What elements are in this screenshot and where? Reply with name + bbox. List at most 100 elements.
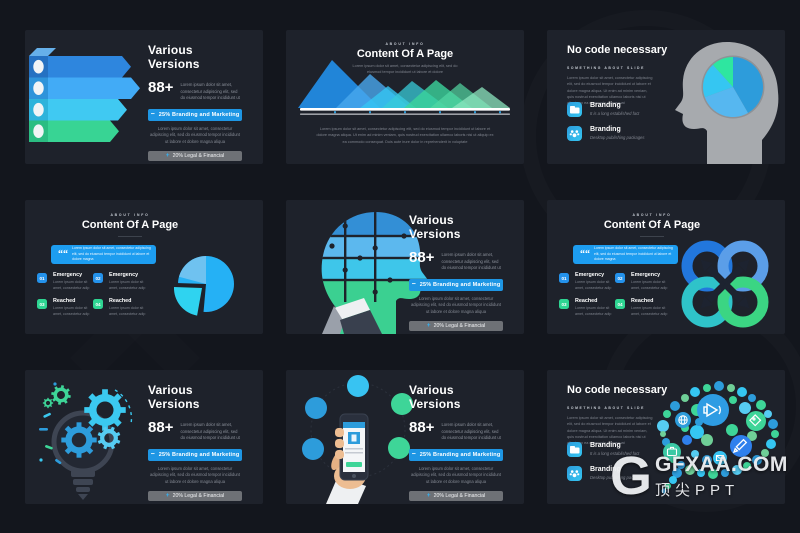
feature-item: Branding It is a long established fact <box>567 442 639 457</box>
info-cell: 03 Reached Lorem ipsum dolor sit amet, c… <box>559 298 615 317</box>
cell-label: Emergency <box>575 272 605 278</box>
feature-item: Branding Desktop publishing packages <box>567 466 644 481</box>
feature-label: Branding <box>590 442 621 449</box>
info-cell: 02 Emergency Lorem ipsum dolor sit amet,… <box>93 272 149 291</box>
slide-title: Various Versions <box>148 383 200 411</box>
info-cell: 03 Reached Lorem ipsum dolor sit amet, c… <box>37 298 93 317</box>
cell-description: Lorem ipsum dolor sit amet, consectetur … <box>53 280 90 290</box>
feature-item: Branding It is a long established fact <box>567 102 639 117</box>
highlight-label: 25% Branding and Marketing <box>158 451 240 458</box>
feature-description: It is a long established fact <box>590 451 640 456</box>
cell-label: Emergency <box>53 272 83 278</box>
title-divider <box>640 236 664 237</box>
number-badge: 03 <box>37 299 47 309</box>
cell-label: Reached <box>631 298 654 304</box>
cell-description: Lorem ipsum dolor sit amet, consectetur … <box>631 306 668 316</box>
list-item-label: 20% Legal & Financial <box>172 152 225 159</box>
folder-icon <box>567 442 582 457</box>
folder-icon <box>567 102 582 117</box>
watermark-chinese-text: 顶尖PPT <box>655 482 740 499</box>
slide-title: Various Versions <box>409 213 461 241</box>
watermark: G GFXAA.COM 顶尖PPT <box>610 445 788 506</box>
cell-description: Lorem ipsum dolor sit amet, consectetur … <box>53 306 90 316</box>
slide-kicker: ABOUT INFO <box>110 213 150 217</box>
watermark-text: GFXAA.COM 顶尖PPT <box>655 453 788 500</box>
slide-various-versions-bars: Various Versions 88+ Lorem ipsum dolor s… <box>25 30 263 164</box>
list-item: + 20% Legal & Financial <box>148 490 242 502</box>
minus-icon: − <box>150 111 155 118</box>
cell-label: Reached <box>575 298 598 304</box>
highlight-label: 25% Branding and Marketing <box>419 281 501 288</box>
slide-subtitle: Lorem ipsum dolor sit amet, consectetur … <box>352 64 458 75</box>
highlight-label: 25% Branding and Marketing <box>158 111 240 118</box>
stat-row: 88+ Lorem ipsum dolor sit amet, consecte… <box>148 420 242 442</box>
number-badge: 04 <box>615 299 625 309</box>
minus-icon: − <box>150 451 155 458</box>
stat-number: 88+ <box>409 249 435 266</box>
slide-kicker: SOMETHING ABOUT SLIDE <box>567 66 645 70</box>
slide-title: Content Of A Page <box>356 48 454 60</box>
watermark-logo-g: G <box>610 445 653 506</box>
info-cell: 01 Emergency Lorem ipsum dolor sit amet,… <box>559 272 615 291</box>
slide-paragraph: Lorem ipsum dolor sit amet, consectetur … <box>410 465 502 484</box>
stat-description: Lorem ipsum dolor sit amet, consectetur … <box>441 422 501 440</box>
slide-various-versions-phone: Various Versions 88+ Lorem ipsum dolor s… <box>286 370 524 504</box>
slide-title: No code necessary <box>567 44 668 56</box>
stat-number: 88+ <box>148 79 174 96</box>
list-item-label: 20% Legal & Financial <box>433 492 486 499</box>
number-badge: 02 <box>93 273 103 283</box>
plus-icon: + <box>165 151 170 159</box>
pie-chart-graphic <box>173 256 234 316</box>
highlight-bar: − 25% Branding and Marketing <box>409 278 503 291</box>
slide-paragraph: Lorem ipsum dolor sit amet, consectetur … <box>567 76 653 105</box>
cell-description: Lorem ipsum dolor sit amet, consectetur … <box>575 306 612 316</box>
cell-description: Lorem ipsum dolor sit amet, consectetur … <box>109 306 146 316</box>
title-divider <box>118 236 142 237</box>
info-cell: 02 Emergency Lorem ipsum dolor sit amet,… <box>615 272 671 291</box>
info-cell: 04 Reached Lorem ipsum dolor sit amet, c… <box>615 298 671 317</box>
feature-description: It is a long established fact <box>590 111 640 116</box>
dotted-speech-bubble-graphic <box>657 381 779 494</box>
highlight-bar: − 25% Branding and Marketing <box>148 448 242 461</box>
slide-text-block: Various Versions 88+ Lorem ipsum dolor s… <box>409 213 503 334</box>
slide-paragraph: Lorem ipsum dolor sit amet, consectetur … <box>149 465 241 484</box>
cell-label: Emergency <box>109 272 139 278</box>
slide-kicker: ABOUT INFO <box>385 42 425 46</box>
slide-no-code-bubble: No code necessary SOMETHING ABOUT SLIDE … <box>547 370 785 504</box>
slide-text-block: Various Versions 88+ Lorem ipsum dolor s… <box>148 43 242 164</box>
number-badge: 01 <box>37 273 47 283</box>
slide-paragraph: Lorem ipsum dolor sit amet, consectetur … <box>149 125 241 144</box>
bars-3d-graphic <box>29 48 140 142</box>
info-cell: 01 Emergency Lorem ipsum dolor sit amet,… <box>37 272 93 291</box>
slide-various-versions-bulb: Various Versions 88+ Lorem ipsum dolor s… <box>25 370 263 504</box>
slide-text-block: Various Versions 88+ Lorem ipsum dolor s… <box>148 383 242 504</box>
loop-arrows-graphic <box>681 240 769 328</box>
list-item: + 20% Legal & Financial <box>409 490 503 502</box>
slide-paragraph: Lorem ipsum dolor sit amet, consectetur … <box>567 416 653 445</box>
feature-label: Branding <box>590 466 621 473</box>
slide-title: Content Of A Page <box>603 219 701 231</box>
stat-description: Lorem ipsum dolor sit amet, consectetur … <box>180 82 240 100</box>
stat-row: 88+ Lorem ipsum dolor sit amet, consecte… <box>409 250 503 272</box>
slide-paragraph: Lorem ipsum dolor sit amet, consectetur … <box>410 295 502 314</box>
slide-title: Various Versions <box>148 43 200 71</box>
cell-label: Reached <box>109 298 132 304</box>
slide-content-info-pie: ABOUT INFO Content Of A Page ““ Lorem ip… <box>25 200 263 334</box>
feature-description: Desktop publishing packages <box>590 475 645 480</box>
slide-kicker: SOMETHING ABOUT SLIDE <box>567 406 645 410</box>
list-item-label: 20% Legal & Financial <box>172 492 225 499</box>
number-badge: 03 <box>559 299 569 309</box>
info-cell: 04 Reached Lorem ipsum dolor sit amet, c… <box>93 298 149 317</box>
plus-icon: + <box>165 491 170 499</box>
highlight-bar: − 25% Branding and Marketing <box>148 108 242 121</box>
watermark-site-name: GFXAA.COM <box>655 453 788 476</box>
list-item-label: 20% Legal & Financial <box>433 322 486 329</box>
list-item: + 20% Legal & Financial <box>409 320 503 332</box>
feature-description: Desktop publishing packages <box>590 135 645 140</box>
slide-text-block: Various Versions 88+ Lorem ipsum dolor s… <box>409 383 503 504</box>
cell-description: Lorem ipsum dolor sit amet, consectetur … <box>575 280 612 290</box>
slide-kicker: ABOUT INFO <box>632 213 672 217</box>
highlight-label: 25% Branding and Marketing <box>419 451 501 458</box>
hand-phone-graphic <box>302 375 413 504</box>
slide-various-versions-puzzle-head: Various Versions 88+ Lorem ipsum dolor s… <box>286 200 524 334</box>
